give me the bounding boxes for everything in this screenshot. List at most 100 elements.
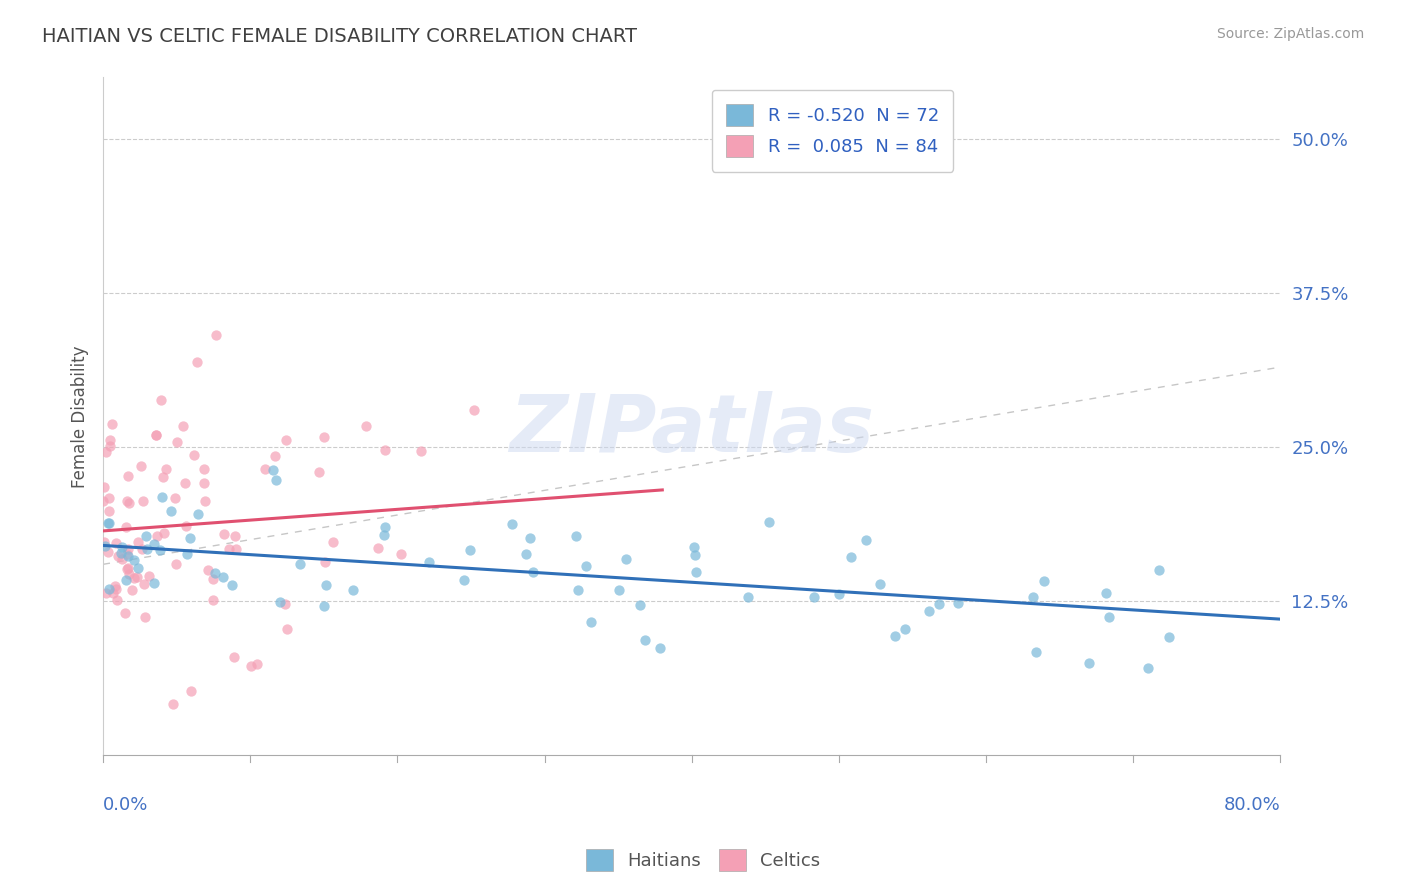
Point [214, 527, 236, 541]
Point [737, 590, 759, 604]
Point [1159, 630, 1181, 644]
Point [683, 540, 706, 554]
Point [418, 555, 440, 569]
Point [1147, 562, 1170, 576]
Point [246, 657, 269, 671]
Point [269, 594, 291, 608]
Point [515, 547, 537, 561]
Legend: Haitians, Celtics: Haitians, Celtics [578, 842, 828, 879]
Point [98, 491, 121, 506]
Point [308, 465, 330, 479]
Point [367, 541, 389, 555]
Point [146, 529, 169, 543]
Point [253, 462, 276, 476]
Point [276, 622, 298, 636]
Point [101, 417, 124, 432]
Y-axis label: Female Disability: Female Disability [72, 345, 89, 488]
Point [136, 541, 159, 556]
Point [193, 461, 215, 475]
Point [176, 547, 198, 561]
Point [883, 629, 905, 643]
Point [614, 552, 637, 566]
Point [179, 532, 201, 546]
Point [98, 504, 121, 518]
Point [607, 582, 630, 597]
Point [187, 508, 209, 522]
Point [135, 529, 157, 543]
Point [98, 433, 121, 447]
Point [758, 515, 780, 529]
Point [118, 567, 141, 582]
Point [91, 493, 114, 508]
Point [1136, 661, 1159, 675]
Point [458, 543, 481, 558]
Point [138, 569, 160, 583]
Point [918, 604, 941, 618]
Point [202, 572, 225, 586]
Point [127, 570, 149, 584]
Point [224, 529, 246, 543]
Point [194, 493, 217, 508]
Point [153, 526, 176, 541]
Point [97, 516, 120, 530]
Point [159, 504, 181, 518]
Point [124, 571, 146, 585]
Point [121, 582, 143, 597]
Point [115, 547, 138, 561]
Point [129, 458, 152, 473]
Point [828, 587, 851, 601]
Point [143, 537, 166, 551]
Text: ZIPatlas: ZIPatlas [509, 391, 875, 469]
Point [204, 566, 226, 580]
Point [264, 473, 287, 487]
Point [117, 549, 139, 563]
Point [264, 449, 287, 463]
Point [869, 576, 891, 591]
Point [453, 573, 475, 587]
Point [149, 393, 172, 408]
Text: Source: ZipAtlas.com: Source: ZipAtlas.com [1216, 27, 1364, 41]
Point [565, 529, 588, 543]
Text: 80.0%: 80.0% [1223, 796, 1281, 814]
Point [143, 575, 166, 590]
Point [628, 598, 651, 612]
Point [145, 427, 167, 442]
Point [1021, 591, 1043, 605]
Point [94, 445, 117, 459]
Point [105, 592, 128, 607]
Point [288, 557, 311, 571]
Point [463, 403, 485, 417]
Point [212, 570, 235, 584]
Point [105, 582, 128, 596]
Point [312, 599, 335, 613]
Point [373, 528, 395, 542]
Point [1095, 585, 1118, 599]
Point [145, 427, 167, 442]
Point [105, 536, 128, 550]
Point [134, 577, 156, 591]
Point [115, 562, 138, 576]
Point [262, 463, 284, 477]
Point [162, 697, 184, 711]
Point [314, 555, 336, 569]
Point [501, 516, 523, 531]
Point [165, 557, 187, 571]
Point [575, 559, 598, 574]
Point [107, 549, 129, 563]
Point [389, 547, 412, 561]
Text: 0.0%: 0.0% [103, 796, 149, 814]
Point [111, 540, 134, 554]
Point [114, 607, 136, 621]
Point [1032, 574, 1054, 588]
Point [114, 520, 136, 534]
Point [274, 434, 297, 448]
Point [96, 586, 118, 600]
Point [315, 577, 337, 591]
Point [111, 551, 134, 566]
Point [855, 533, 877, 547]
Point [117, 469, 139, 483]
Point [97, 516, 120, 530]
Point [93, 480, 115, 494]
Point [374, 443, 396, 458]
Point [98, 439, 121, 453]
